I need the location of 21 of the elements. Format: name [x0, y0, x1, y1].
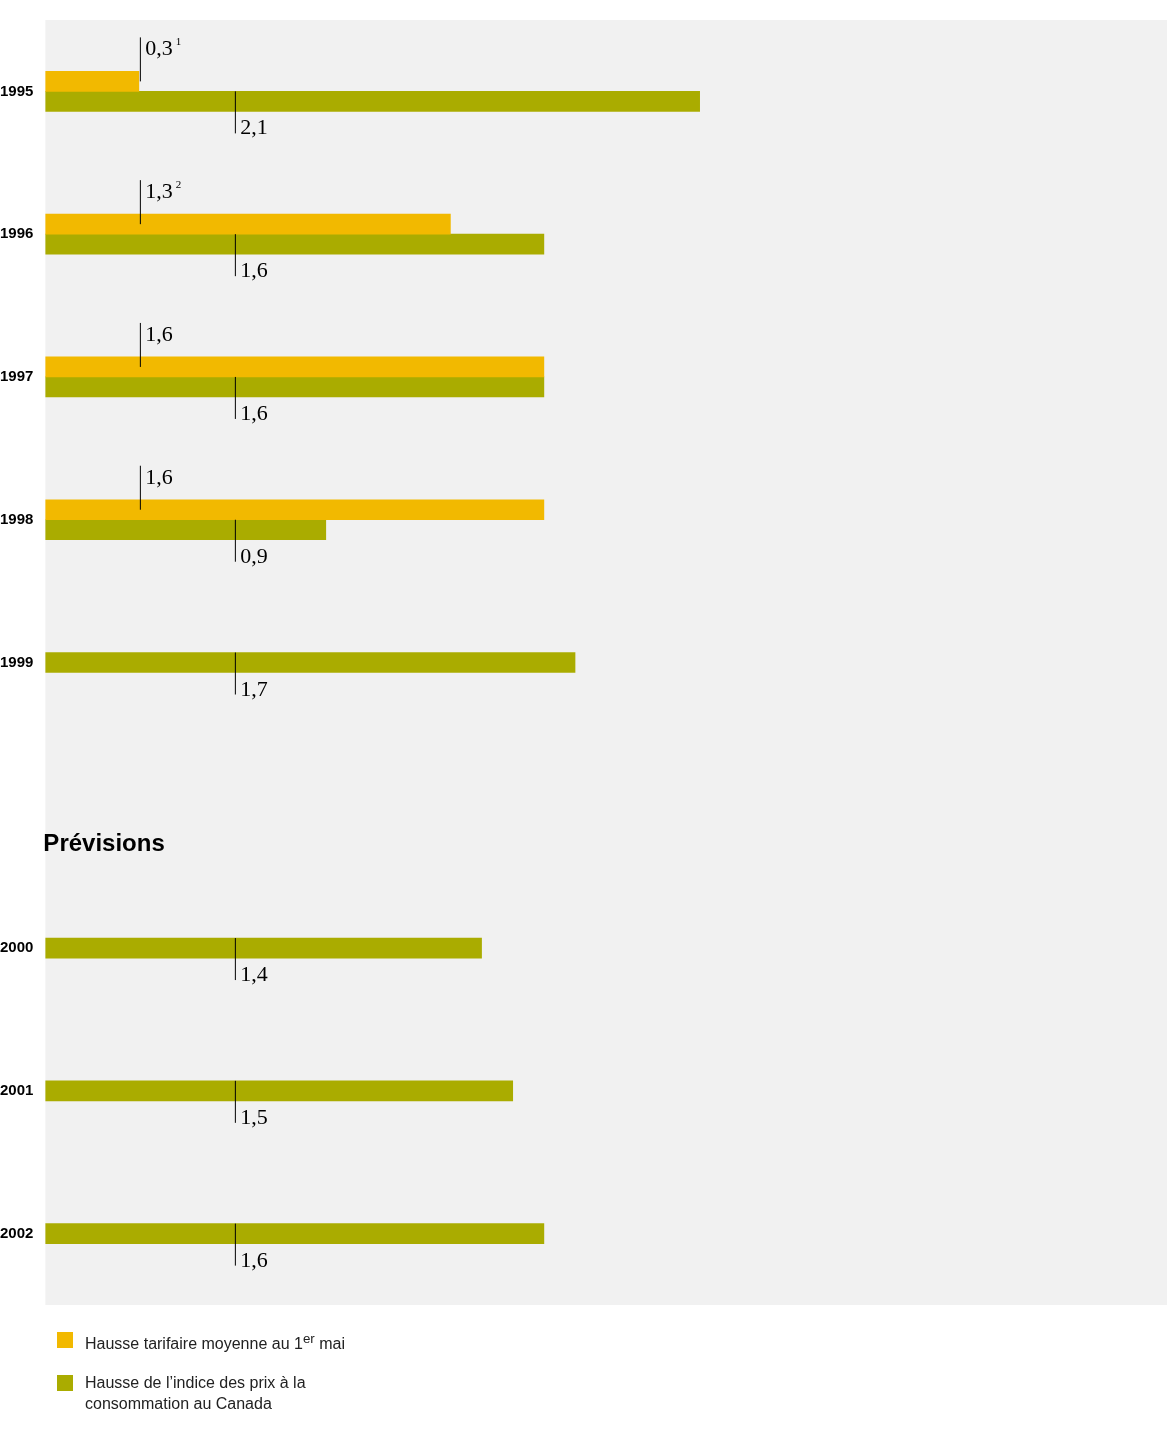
- data-label: 1,4: [240, 961, 268, 987]
- legend-label: Hausse tarifaire moyenne au 1$^{er}$ mai: [85, 1330, 345, 1355]
- annotation: Prévisions: [43, 829, 165, 857]
- legend-label: Hausse de l’indice des prix à la consommation au Canada: [85, 1373, 307, 1414]
- y-tick-label: 1996: [0, 224, 34, 242]
- data-label: 0,9: [240, 542, 268, 568]
- y-tick-label: 1997: [0, 367, 34, 385]
- data-label: 1,7: [240, 675, 268, 701]
- data-label: 1,5: [240, 1103, 268, 1129]
- data-label: 2,1: [240, 114, 268, 140]
- data-label: 1,6: [240, 257, 268, 283]
- data-label: 1,6: [145, 463, 173, 489]
- y-tick-label: 2002: [0, 1223, 34, 1241]
- data-label: 1,6: [145, 320, 173, 346]
- y-tick-label: 2000: [0, 938, 34, 956]
- y-tick-label: 2001: [0, 1080, 34, 1098]
- y-tick-label: 1998: [0, 509, 34, 527]
- y-tick-label: 1995: [0, 81, 34, 99]
- y-tick-label: 1999: [0, 652, 34, 670]
- data-label: 1,6: [240, 399, 268, 425]
- data-label: 1,6: [240, 1246, 268, 1272]
